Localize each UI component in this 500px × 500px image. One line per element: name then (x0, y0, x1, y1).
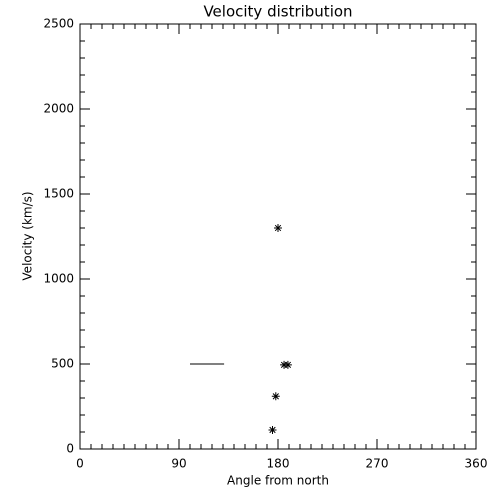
asterisk-point (274, 224, 282, 232)
y-tick-label: 1500 (43, 187, 74, 201)
asterisk-point (283, 360, 292, 369)
asterisk-point (268, 425, 277, 434)
x-tick-label: 0 (76, 457, 84, 471)
y-tick-label: 1000 (43, 272, 74, 286)
chart-title: Velocity distribution (203, 3, 352, 21)
y-tick-label: 0 (66, 442, 74, 456)
x-axis-label: Angle from north (227, 474, 329, 488)
y-tick-label: 2500 (43, 17, 74, 31)
y-axis-label: Velocity (km/s) (21, 191, 35, 280)
x-tick-label: 180 (267, 457, 290, 471)
x-tick-label: 90 (171, 457, 186, 471)
asterisk-point (271, 392, 280, 401)
y-tick-label: 2000 (43, 102, 74, 116)
x-tick-label: 360 (465, 457, 488, 471)
x-tick-label: 270 (366, 457, 389, 471)
y-tick-label: 500 (51, 357, 74, 371)
